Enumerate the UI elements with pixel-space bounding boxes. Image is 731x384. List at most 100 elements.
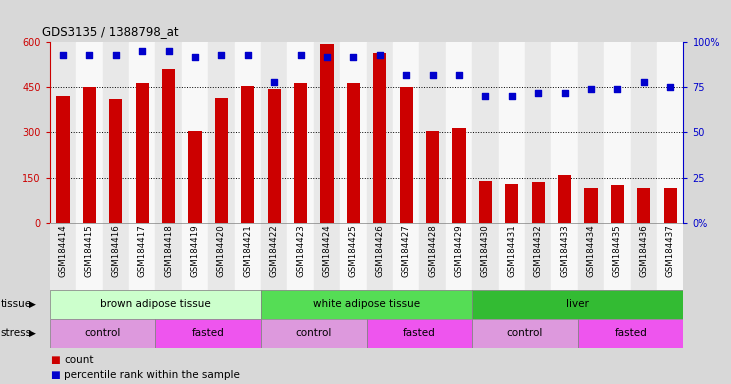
- Bar: [525, 42, 551, 223]
- Bar: [605, 223, 631, 290]
- Bar: [472, 290, 683, 319]
- Bar: [261, 42, 287, 223]
- Text: GSM184432: GSM184432: [534, 225, 542, 278]
- Point: [189, 54, 201, 60]
- Bar: [558, 175, 571, 223]
- Bar: [189, 131, 202, 223]
- Bar: [235, 42, 261, 223]
- Bar: [182, 42, 208, 223]
- Bar: [155, 223, 182, 290]
- Bar: [129, 223, 155, 290]
- Bar: [637, 188, 651, 223]
- Bar: [374, 53, 387, 223]
- Bar: [664, 188, 677, 223]
- Text: brown adipose tissue: brown adipose tissue: [100, 299, 211, 310]
- Bar: [261, 223, 287, 290]
- Bar: [215, 98, 228, 223]
- Point: [163, 48, 175, 55]
- Point: [216, 52, 227, 58]
- Bar: [551, 42, 577, 223]
- Text: GSM184424: GSM184424: [322, 225, 331, 278]
- Bar: [393, 223, 420, 290]
- Bar: [76, 42, 102, 223]
- Bar: [611, 185, 624, 223]
- Bar: [76, 223, 102, 290]
- Bar: [499, 223, 525, 290]
- Bar: [109, 99, 122, 223]
- Bar: [499, 42, 525, 223]
- Bar: [472, 319, 578, 348]
- Text: GSM184418: GSM184418: [164, 225, 173, 278]
- Bar: [340, 223, 367, 290]
- Text: GSM184419: GSM184419: [191, 225, 200, 277]
- Bar: [261, 290, 472, 319]
- Point: [347, 54, 359, 60]
- Text: GSM184427: GSM184427: [402, 225, 411, 278]
- Text: GSM184420: GSM184420: [217, 225, 226, 278]
- Bar: [472, 223, 499, 290]
- Text: GSM184417: GSM184417: [137, 225, 147, 278]
- Bar: [102, 223, 129, 290]
- Bar: [314, 223, 340, 290]
- Text: GSM184437: GSM184437: [666, 225, 675, 278]
- Bar: [241, 86, 254, 223]
- Text: GSM184415: GSM184415: [85, 225, 94, 278]
- Text: GSM184425: GSM184425: [349, 225, 358, 278]
- Point: [506, 93, 518, 99]
- Bar: [102, 42, 129, 223]
- Point: [558, 90, 570, 96]
- Text: GSM184434: GSM184434: [586, 225, 596, 278]
- Text: fasted: fasted: [403, 328, 436, 338]
- Text: control: control: [295, 328, 332, 338]
- Bar: [340, 42, 367, 223]
- Bar: [50, 319, 155, 348]
- Bar: [182, 223, 208, 290]
- Bar: [577, 223, 605, 290]
- Bar: [393, 42, 420, 223]
- Point: [242, 52, 254, 58]
- Bar: [129, 42, 155, 223]
- Text: ■: ■: [50, 355, 59, 365]
- Point: [480, 93, 491, 99]
- Text: GSM184436: GSM184436: [640, 225, 648, 278]
- Point: [532, 90, 544, 96]
- Bar: [208, 223, 235, 290]
- Point: [136, 48, 148, 55]
- Bar: [50, 290, 261, 319]
- Bar: [56, 96, 69, 223]
- Text: GSM184426: GSM184426: [375, 225, 385, 278]
- Bar: [294, 83, 307, 223]
- Point: [321, 54, 333, 60]
- Bar: [420, 223, 446, 290]
- Bar: [320, 44, 333, 223]
- Point: [638, 79, 650, 85]
- Bar: [631, 42, 657, 223]
- Bar: [162, 70, 175, 223]
- Bar: [287, 42, 314, 223]
- Bar: [531, 182, 545, 223]
- Text: fasted: fasted: [614, 328, 647, 338]
- Bar: [585, 188, 598, 223]
- Text: GSM184414: GSM184414: [58, 225, 67, 278]
- Bar: [472, 42, 499, 223]
- Bar: [605, 42, 631, 223]
- Text: liver: liver: [567, 299, 589, 310]
- Text: tissue: tissue: [1, 299, 32, 310]
- Point: [268, 79, 280, 85]
- Bar: [367, 42, 393, 223]
- Text: control: control: [84, 328, 121, 338]
- Point: [427, 72, 439, 78]
- Bar: [367, 319, 472, 348]
- Bar: [208, 42, 235, 223]
- Point: [110, 52, 121, 58]
- Point: [83, 52, 95, 58]
- Bar: [525, 223, 551, 290]
- Bar: [551, 223, 577, 290]
- Point: [664, 84, 676, 91]
- Text: GSM184429: GSM184429: [455, 225, 463, 277]
- Bar: [155, 42, 182, 223]
- Text: GSM184423: GSM184423: [296, 225, 305, 278]
- Text: GSM184430: GSM184430: [481, 225, 490, 278]
- Bar: [452, 128, 466, 223]
- Bar: [577, 319, 683, 348]
